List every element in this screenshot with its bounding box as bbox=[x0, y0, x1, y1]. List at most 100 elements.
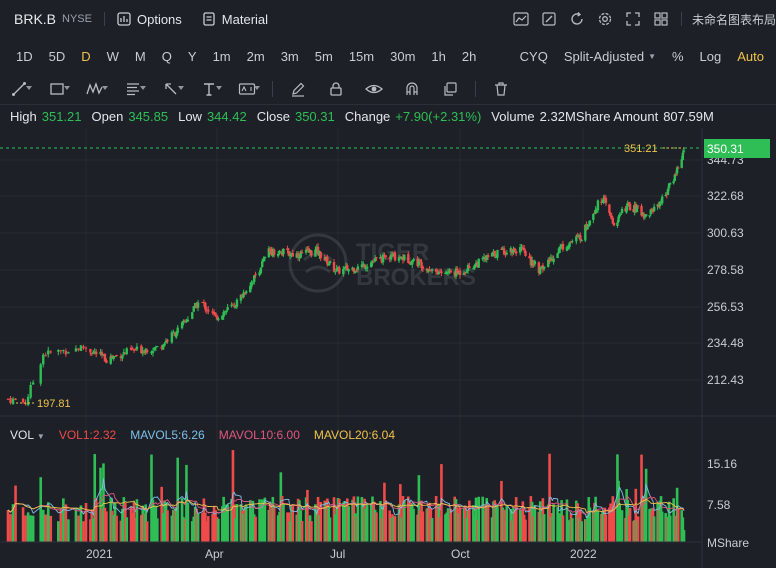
period-3m[interactable]: 3m bbox=[280, 48, 299, 64]
split-adjusted-dropdown[interactable]: Split-Adjusted bbox=[563, 48, 645, 64]
price-chart[interactable]: TIGER BROKERS 351.21 197.81 344.73 322.6… bbox=[0, 128, 776, 568]
candle-body bbox=[617, 216, 620, 222]
cyq-button[interactable]: CYQ bbox=[519, 48, 548, 64]
candle bbox=[446, 268, 450, 276]
candle-body bbox=[249, 285, 252, 293]
candle-body bbox=[287, 251, 291, 256]
candle bbox=[122, 348, 126, 356]
refresh-icon[interactable] bbox=[563, 8, 591, 30]
candle bbox=[502, 245, 506, 256]
volume-bar bbox=[425, 508, 429, 542]
candle bbox=[271, 247, 275, 258]
period-2h[interactable]: 2h bbox=[461, 48, 477, 64]
settings-icon[interactable] bbox=[591, 8, 619, 30]
options-button[interactable]: Options bbox=[117, 12, 182, 27]
candle bbox=[204, 301, 207, 313]
volume-bar bbox=[438, 517, 442, 542]
candle-body bbox=[445, 271, 448, 274]
candle bbox=[493, 250, 496, 259]
fib-tool-icon[interactable] bbox=[114, 77, 152, 101]
candle bbox=[412, 257, 415, 263]
volume-bar bbox=[486, 504, 490, 542]
period-5m[interactable]: 5m bbox=[314, 48, 333, 64]
candle bbox=[21, 398, 25, 404]
candle bbox=[299, 250, 302, 259]
candle bbox=[485, 254, 488, 263]
candle bbox=[242, 289, 245, 299]
candle-body bbox=[403, 254, 406, 260]
trash-icon[interactable] bbox=[482, 77, 520, 101]
period-15m[interactable]: 15m bbox=[348, 48, 375, 64]
volume-bar bbox=[141, 505, 145, 542]
volume-bar bbox=[530, 501, 534, 542]
candle bbox=[524, 249, 527, 257]
annotation-tool-icon[interactable] bbox=[228, 77, 266, 101]
text-tool-icon[interactable] bbox=[190, 77, 228, 101]
volume-bar bbox=[6, 510, 10, 542]
period-Y[interactable]: Y bbox=[187, 48, 197, 64]
period-1D[interactable]: 1D bbox=[16, 48, 33, 64]
candle bbox=[94, 348, 98, 358]
period-5D[interactable]: 5D bbox=[48, 48, 66, 64]
line-tool-icon[interactable] bbox=[0, 77, 38, 101]
pen-icon[interactable] bbox=[279, 77, 317, 101]
candle-body bbox=[493, 250, 496, 257]
log-toggle[interactable]: Log bbox=[699, 48, 722, 64]
lock-icon[interactable] bbox=[317, 77, 355, 101]
percent-toggle[interactable]: % bbox=[671, 48, 684, 64]
candle bbox=[576, 232, 579, 237]
volume-bar bbox=[300, 520, 304, 542]
candle-body bbox=[300, 252, 304, 254]
volume-bar bbox=[287, 512, 291, 542]
rectangle-tool-icon[interactable] bbox=[38, 77, 76, 101]
candle bbox=[202, 299, 206, 307]
volume-bar bbox=[520, 513, 523, 542]
auto-scale-toggle[interactable]: Auto bbox=[737, 48, 764, 64]
candle-body bbox=[84, 347, 88, 349]
period-1m[interactable]: 1m bbox=[212, 48, 231, 64]
fullscreen-icon[interactable] bbox=[619, 8, 647, 30]
volume-bar bbox=[161, 512, 165, 542]
candle-body bbox=[575, 236, 578, 242]
eye-icon[interactable] bbox=[355, 77, 393, 101]
volume-bar bbox=[546, 504, 550, 542]
candle bbox=[268, 246, 272, 255]
candle bbox=[620, 206, 624, 214]
layout-name-button[interactable]: 未命名图表布局 bbox=[691, 12, 776, 27]
layout-grid-icon[interactable] bbox=[647, 8, 675, 30]
period-W[interactable]: W bbox=[106, 48, 119, 64]
candle-body bbox=[304, 249, 308, 253]
candle-body bbox=[24, 403, 27, 405]
candle-body bbox=[270, 250, 273, 256]
ticker-symbol[interactable]: BRK.B bbox=[14, 11, 57, 27]
volume-bar bbox=[115, 515, 118, 542]
material-button[interactable]: Material bbox=[202, 12, 268, 27]
candle-body bbox=[363, 264, 366, 269]
period-M[interactable]: M bbox=[134, 48, 146, 64]
candle-body bbox=[522, 247, 526, 251]
period-D[interactable]: D bbox=[81, 48, 91, 64]
candle bbox=[472, 266, 475, 270]
candle bbox=[288, 251, 292, 260]
candle bbox=[476, 261, 479, 268]
duplicate-icon[interactable] bbox=[431, 77, 469, 101]
candle bbox=[186, 316, 190, 323]
period-2m[interactable]: 2m bbox=[246, 48, 265, 64]
vol-indicator-button[interactable]: VOL ▼ bbox=[10, 428, 45, 442]
pattern-tool-icon[interactable] bbox=[76, 77, 114, 101]
candle-body bbox=[125, 348, 128, 355]
volume-bar bbox=[490, 517, 494, 542]
period-30m[interactable]: 30m bbox=[390, 48, 416, 64]
arrow-tool-icon[interactable] bbox=[152, 77, 190, 101]
candle bbox=[649, 208, 652, 217]
volume-bar bbox=[481, 496, 485, 542]
candle-body bbox=[425, 268, 429, 271]
price-tick: 300.63 bbox=[707, 226, 744, 240]
chart-template-icon[interactable] bbox=[507, 8, 535, 30]
period-1h[interactable]: 1h bbox=[431, 48, 446, 64]
magnet-icon[interactable] bbox=[393, 77, 431, 101]
volume-bar bbox=[307, 521, 311, 542]
edit-icon[interactable] bbox=[535, 8, 563, 30]
period-Q[interactable]: Q bbox=[161, 48, 172, 64]
volume-bar bbox=[380, 518, 384, 542]
